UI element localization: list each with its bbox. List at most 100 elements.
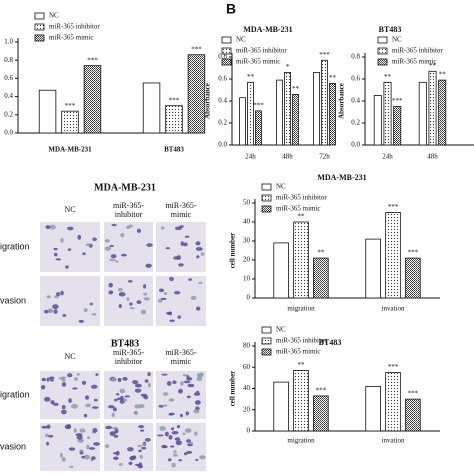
bar [255, 110, 262, 146]
cell [147, 382, 151, 388]
x-tick-label: BT483 [164, 146, 184, 154]
bar [165, 105, 183, 134]
header-line: miR-365- [113, 348, 144, 357]
legend-swatch [34, 34, 45, 42]
cell [134, 410, 138, 416]
cell [182, 373, 189, 377]
column-header: miR-365-mimic [165, 348, 196, 366]
header-line: mimic [171, 357, 192, 366]
y-axis-label: cell number [229, 371, 237, 407]
legend-label: miR-365 inhibitor [236, 47, 287, 55]
cell [87, 436, 91, 440]
legend-swatch [34, 23, 45, 31]
header-line: mimic [171, 210, 192, 219]
cell [178, 263, 184, 267]
bar [405, 257, 421, 299]
cell [83, 308, 88, 313]
cell [186, 450, 193, 454]
significance: *** [408, 249, 419, 257]
cell [117, 287, 123, 292]
cell [143, 292, 148, 296]
cell [135, 383, 142, 388]
significance: *** [65, 102, 76, 110]
cell [79, 428, 86, 433]
y-tick-label: 1.0 [4, 38, 13, 46]
panel-title: BT483 [111, 338, 139, 349]
cell [85, 243, 91, 247]
cell [109, 245, 115, 248]
cell [138, 425, 145, 429]
cell [115, 450, 120, 456]
column-header: NC [64, 352, 75, 361]
legend-swatch [34, 12, 45, 20]
cell [68, 398, 72, 403]
cell [53, 309, 58, 314]
cell [78, 319, 85, 323]
y-tick-label: 0.0 [351, 141, 360, 149]
bar [418, 81, 427, 146]
cell [105, 425, 113, 430]
bar [385, 372, 401, 432]
cell [172, 380, 177, 385]
cell [44, 396, 51, 402]
bar [373, 95, 382, 146]
significance: *** [87, 56, 98, 64]
header-line: miR-365- [165, 201, 196, 210]
cell [73, 377, 79, 381]
cell [67, 424, 71, 429]
cell [53, 402, 59, 406]
cell [145, 263, 152, 268]
y-tick-label: 40 [243, 384, 251, 392]
bar [313, 257, 329, 299]
cell [83, 413, 88, 418]
column-header: NC [64, 205, 75, 214]
cell [84, 395, 90, 400]
cell [147, 372, 151, 377]
cell [111, 223, 117, 227]
significance: ** [317, 249, 325, 257]
cell [185, 439, 191, 443]
cell [76, 435, 83, 440]
cell [134, 404, 141, 409]
cell [81, 380, 87, 385]
legend-label: miR-365 mimic [392, 58, 437, 66]
bar [187, 54, 206, 134]
legend-swatch [221, 47, 232, 55]
cell [184, 428, 192, 433]
cell [174, 437, 181, 441]
significance: *** [388, 203, 399, 211]
y-tick-label: 0.6 [218, 75, 227, 83]
y-tick-label: 0.4 [4, 92, 13, 100]
y-tick-label: 10 [243, 275, 251, 283]
bar [313, 72, 320, 146]
legend-swatch [261, 348, 272, 356]
cell [193, 409, 200, 414]
cell [113, 452, 118, 455]
cell [113, 456, 119, 460]
x-tick-label: 24h [382, 153, 393, 161]
cell [170, 445, 175, 448]
cell [176, 424, 181, 429]
micrograph [156, 276, 206, 326]
cell [60, 290, 64, 296]
panel-title: MDA-MB-231 [94, 182, 156, 193]
y-tick-label: 80 [243, 342, 251, 350]
cell [112, 407, 117, 412]
bar [321, 59, 328, 146]
bar [247, 81, 254, 146]
y-tick-label: 0.0 [4, 129, 13, 137]
cell [161, 373, 168, 376]
cell [186, 395, 191, 399]
bar [292, 94, 299, 146]
chart-title: MDA-MB-231 [243, 25, 292, 34]
bar [383, 81, 392, 146]
cell [41, 377, 46, 382]
bar [385, 212, 401, 299]
cell [169, 319, 175, 322]
significance: *** [191, 45, 202, 53]
header-line: miR-365- [165, 348, 196, 357]
significance: ** [384, 73, 392, 81]
cell [77, 234, 82, 240]
cell [126, 297, 130, 302]
cell [126, 225, 131, 230]
